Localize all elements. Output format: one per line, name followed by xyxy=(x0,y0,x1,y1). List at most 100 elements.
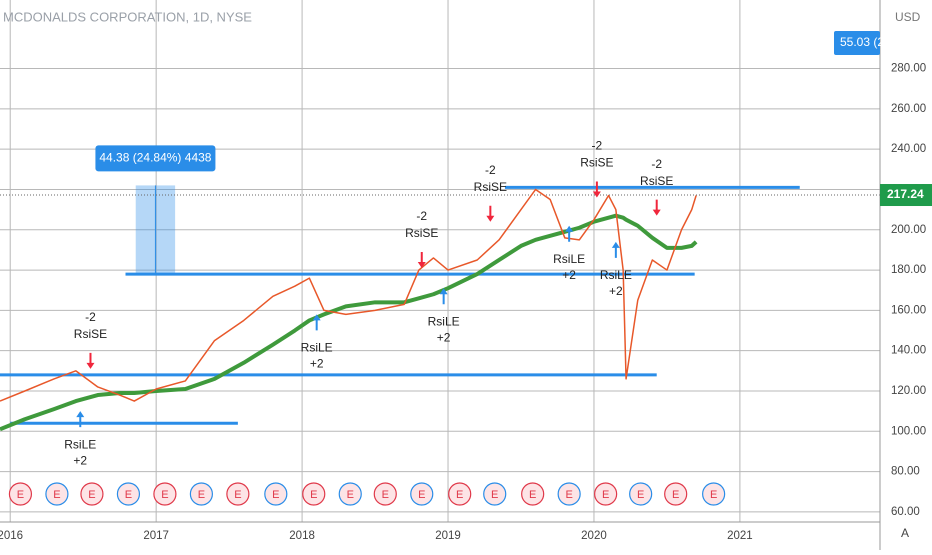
earnings-label: E xyxy=(161,489,168,501)
signal-arrow xyxy=(565,225,574,242)
signal-qty: -2 xyxy=(485,163,496,177)
currency: USD xyxy=(895,10,921,24)
x-tick-label: 2017 xyxy=(143,530,169,542)
earnings-label: E xyxy=(456,489,463,501)
y-tick-label: 180.00 xyxy=(891,264,926,276)
y-tick-label: 100.00 xyxy=(891,425,926,437)
earnings-label: E xyxy=(710,489,717,501)
signal-arrow xyxy=(486,205,495,222)
earnings-label: E xyxy=(491,489,498,501)
signal-kind: RsiSE xyxy=(580,156,613,170)
earnings-marker xyxy=(45,482,69,506)
earnings-label: E xyxy=(382,489,389,501)
earnings-label: E xyxy=(17,489,24,501)
earnings-label: E xyxy=(53,489,60,501)
last-price-badge xyxy=(880,184,932,207)
earnings-marker xyxy=(373,482,397,506)
signal-kind: RsiLE xyxy=(64,437,96,451)
signal-kind: RsiLE xyxy=(301,341,333,355)
signal-kind: RsiLE xyxy=(428,314,460,328)
plot: 44.38 (24.84%) 4438 RsiLE +2 RsiSE -2 RsiLE +2… xyxy=(0,139,880,506)
earnings-marker xyxy=(153,482,177,506)
signal-qty: -2 xyxy=(651,157,662,171)
earnings-marker xyxy=(80,482,104,506)
signal-kind: RsiSE xyxy=(474,180,507,194)
signal-arrow xyxy=(592,181,601,198)
signal-kind: RsiLE xyxy=(600,268,632,282)
x-tick-label: 2016 xyxy=(0,530,23,542)
signal-kind: RsiSE xyxy=(405,226,438,240)
signal-kind: RsiLE xyxy=(553,252,585,266)
signal-qty: -2 xyxy=(592,139,603,153)
earnings-marker xyxy=(521,482,545,506)
x-tick-label: 2021 xyxy=(727,530,753,542)
earnings-marker xyxy=(448,482,472,506)
earnings-label: E xyxy=(310,489,317,501)
y-tick-label: 80.00 xyxy=(891,466,920,478)
indicator-value: 55.03 (2 xyxy=(840,35,884,49)
earnings-marker xyxy=(557,482,581,506)
earnings-marker xyxy=(410,482,434,506)
signal-arrow xyxy=(76,411,85,428)
measure-label: 44.38 (24.84%) 4438 xyxy=(99,151,211,165)
earnings-label: E xyxy=(88,489,95,501)
y-tick-label: 240.00 xyxy=(891,143,926,155)
signal-qty: +2 xyxy=(73,453,87,467)
earnings-marker xyxy=(116,482,141,506)
y-tick-label: 260.00 xyxy=(891,103,926,115)
y-tick-label: 120.00 xyxy=(891,385,926,397)
y-tick-label: 160.00 xyxy=(891,304,926,316)
earnings-marker xyxy=(629,482,653,506)
series-line xyxy=(0,213,698,432)
scale-mode[interactable]: A xyxy=(901,526,909,540)
signal-qty: -2 xyxy=(85,310,96,324)
x-tick-label: 2018 xyxy=(289,530,315,542)
signal-arrow xyxy=(417,252,426,269)
signal-arrow xyxy=(439,288,448,305)
earnings-marker xyxy=(664,482,688,506)
earnings-marker xyxy=(8,482,33,506)
signal-arrow xyxy=(652,199,661,216)
signal-qty: +2 xyxy=(437,330,451,344)
signal-arrow xyxy=(86,352,95,369)
x-tick-label: 2019 xyxy=(435,530,461,542)
axes: 60.00 80.00 100.00 120.00 140.00 160.00 180.00… xyxy=(0,63,932,542)
signal-qty: +2 xyxy=(609,284,623,298)
signal-qty: +2 xyxy=(310,357,324,371)
earnings-marker xyxy=(338,482,362,506)
last-price-label: 217.24 xyxy=(887,187,924,201)
grid xyxy=(0,0,880,522)
signal-qty: -2 xyxy=(416,209,427,223)
earnings-marker xyxy=(264,482,288,506)
earnings-marker xyxy=(594,482,618,506)
earnings-label: E xyxy=(418,489,425,501)
x-tick-label: 2020 xyxy=(581,530,607,542)
chart-title: MCDONALDS CORPORATION, 1D, NYSE xyxy=(3,9,252,24)
earnings-label: E xyxy=(198,489,205,501)
earnings-label: E xyxy=(234,489,241,501)
earnings-marker xyxy=(702,482,726,506)
earnings-label: E xyxy=(602,489,609,501)
signal-arrow xyxy=(312,314,321,331)
earnings-marker xyxy=(226,482,250,506)
y-tick-label: 280.00 xyxy=(891,63,926,75)
earnings-label: E xyxy=(347,489,354,501)
signal-kind: RsiSE xyxy=(74,327,107,341)
signal-qty: +2 xyxy=(562,268,576,282)
earnings-label: E xyxy=(529,489,536,501)
earnings-label: E xyxy=(672,489,679,501)
signal-arrow xyxy=(611,241,620,258)
earnings-marker xyxy=(483,482,507,506)
signal-kind: RsiSE xyxy=(640,174,673,188)
earnings-label: E xyxy=(272,489,279,501)
y-tick-label: 60.00 xyxy=(891,506,920,518)
indicator-badge xyxy=(834,31,880,55)
earnings-marker xyxy=(302,482,326,506)
series-line xyxy=(0,188,697,402)
earnings-label: E xyxy=(565,489,572,501)
earnings-label: E xyxy=(125,489,132,501)
earnings-label: E xyxy=(637,489,644,501)
measure-label-box xyxy=(95,145,216,172)
